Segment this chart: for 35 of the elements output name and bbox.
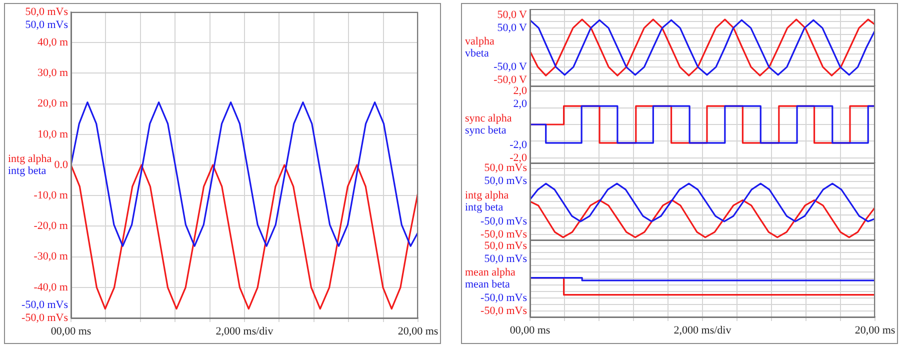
series-label: sync alpha xyxy=(465,112,512,124)
y-tick-label: -20,0 m xyxy=(34,220,68,232)
x-axis-title: 2,000 ms/div xyxy=(674,324,732,336)
y-tick-label: -50,0 V xyxy=(494,74,528,86)
text: sync beta xyxy=(465,124,506,136)
x-tick-label: 00,00 ms xyxy=(510,324,550,336)
text: valpha xyxy=(465,35,494,48)
y-tick-label: 20,0 m xyxy=(37,98,68,110)
x-axis-title: 2,000 ms/div xyxy=(216,325,274,338)
y-tick-label: 50,0 mVs xyxy=(25,6,68,18)
series-label: mean beta xyxy=(465,278,510,290)
series-label: intg alpha xyxy=(465,189,509,202)
text: intg beta xyxy=(465,201,504,214)
y-tick-label: -30,0 m xyxy=(34,250,68,263)
y-tick-label: -10,0 m xyxy=(34,189,68,202)
y-tick-label: 30,0 m xyxy=(37,67,68,80)
x-tick-label: 00,00 ms xyxy=(50,325,92,338)
y-tick-label: 50,0 V xyxy=(497,8,528,21)
y-tick-label: 40,0 m xyxy=(37,36,68,48)
text: intg beta xyxy=(8,164,46,177)
y-tick-label: 2,0 xyxy=(513,84,528,97)
x-tick-label: 20,00 ms xyxy=(854,324,896,336)
text: vbeta xyxy=(465,47,489,60)
y-tick-label: -40,0 m xyxy=(34,281,68,294)
y-tick-label: 10,0 m xyxy=(37,128,68,140)
series-label: mean alpha xyxy=(465,266,516,278)
y-tick-label: 0.0 xyxy=(54,158,68,171)
y-tick-label: -50,0 mVs xyxy=(480,305,527,318)
series-label: intg alpha xyxy=(8,152,52,165)
y-tick-label: -50,0 mVs xyxy=(22,312,68,324)
y-tick-label: 50,0 mVs xyxy=(484,162,527,174)
x-tick-label: 20,00 ms xyxy=(398,325,438,338)
y-tick-label: 50,0 mVs xyxy=(484,240,527,252)
y-tick-label: -2,0 xyxy=(510,152,528,164)
y-tick-label: -50,0 mVs xyxy=(480,228,527,241)
